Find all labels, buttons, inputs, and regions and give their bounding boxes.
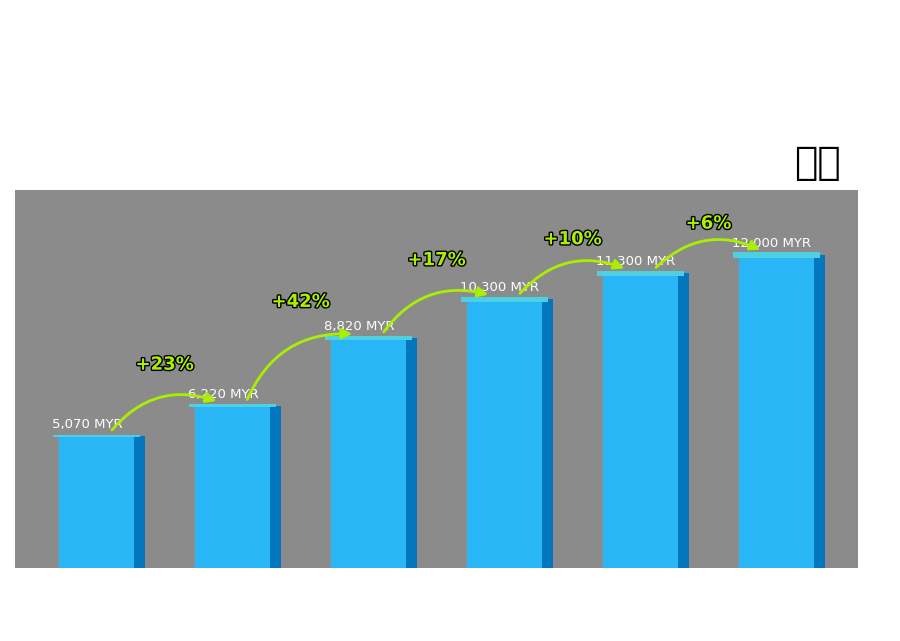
Bar xyxy=(406,338,417,569)
Text: 10,300 MYR: 10,300 MYR xyxy=(460,281,539,294)
Bar xyxy=(739,255,814,569)
Bar xyxy=(325,336,412,340)
Bar xyxy=(733,252,820,258)
Text: +42%: +42% xyxy=(272,293,329,311)
Text: 12,000 MYR: 12,000 MYR xyxy=(733,237,811,250)
Bar xyxy=(53,435,140,437)
Text: 5,070 MYR: 5,070 MYR xyxy=(52,418,123,431)
Bar xyxy=(195,406,270,569)
Text: +17%: +17% xyxy=(408,251,465,269)
Text: 11,300 MYR: 11,300 MYR xyxy=(597,255,675,268)
Bar xyxy=(467,299,542,569)
Bar xyxy=(59,436,134,569)
Bar xyxy=(814,255,824,569)
Text: Average Monthly Salary: Average Monthly Salary xyxy=(874,246,886,395)
Bar xyxy=(331,338,406,569)
Bar xyxy=(597,271,684,276)
Text: salary: salary xyxy=(392,620,445,635)
Bar xyxy=(542,299,553,569)
Text: 8,820 MYR: 8,820 MYR xyxy=(324,320,395,333)
Text: Salary Comparison By Experience: Salary Comparison By Experience xyxy=(36,45,612,74)
Bar xyxy=(270,406,281,569)
Bar xyxy=(134,436,145,569)
Text: Career Counselor: Career Counselor xyxy=(36,96,205,115)
Text: +23%: +23% xyxy=(136,356,194,374)
Text: 6,220 MYR: 6,220 MYR xyxy=(188,388,259,401)
Text: 🇲🇾: 🇲🇾 xyxy=(795,144,842,182)
Text: +6%: +6% xyxy=(686,215,731,233)
Bar xyxy=(603,273,678,569)
Bar xyxy=(461,297,548,302)
Bar xyxy=(189,404,276,408)
Text: +10%: +10% xyxy=(544,230,601,248)
Bar xyxy=(678,273,688,569)
Text: salaryexplorer.com: salaryexplorer.com xyxy=(377,620,523,635)
